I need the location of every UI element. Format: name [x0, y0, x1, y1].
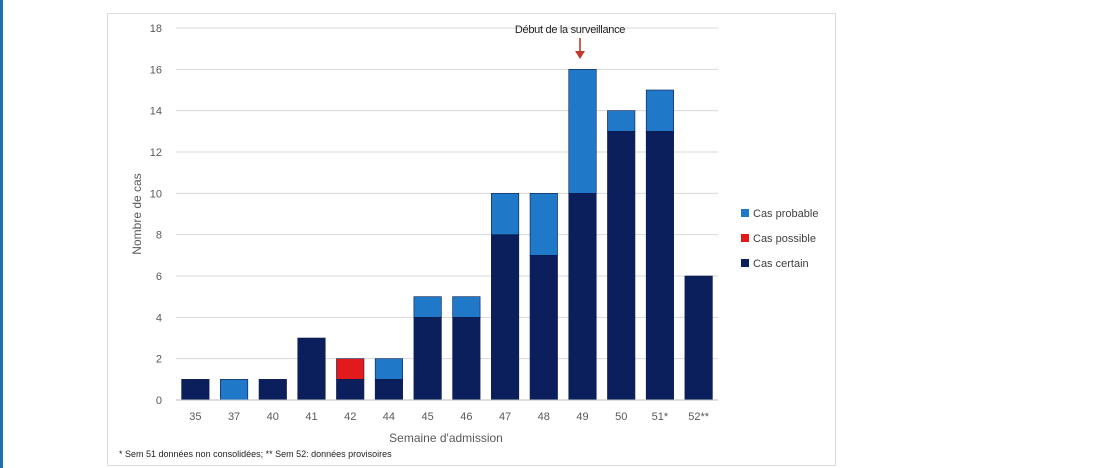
- x-tick-label: 46: [460, 411, 472, 423]
- y-tick-label: 4: [156, 312, 162, 324]
- annotation-text: Début de la surveillance: [515, 24, 625, 36]
- x-tick-label: 49: [576, 411, 588, 423]
- y-tick-label: 2: [156, 354, 162, 366]
- y-tick-label: 6: [156, 271, 162, 283]
- bar-cas-probable: [220, 379, 249, 401]
- bar-cas-certain: [258, 379, 287, 401]
- y-tick-label: 16: [150, 64, 162, 76]
- x-tick-label: 37: [228, 411, 240, 423]
- bar-cas-probable: [491, 193, 520, 235]
- bar-cas-probable: [452, 296, 481, 318]
- bar-cas-probable: [413, 296, 442, 318]
- bar-cas-probable: [568, 69, 597, 194]
- legend-swatch: [741, 234, 749, 242]
- bar-cas-certain: [529, 255, 558, 401]
- annotation-arrow: [575, 38, 585, 59]
- bar-cas-certain: [607, 131, 636, 401]
- footnote: * Sem 51 données non consolidées; ** Sem…: [119, 449, 392, 459]
- x-tick-label: 51*: [652, 411, 669, 423]
- bar-cas-probable: [374, 358, 403, 380]
- x-tick-label: 35: [189, 411, 201, 423]
- x-tick-label: 47: [499, 411, 511, 423]
- x-tick-label: 42: [344, 411, 356, 423]
- x-tick-label: 45: [422, 411, 434, 423]
- x-axis-title: Semaine d'admission: [389, 431, 503, 445]
- bar-cas-certain: [568, 193, 597, 401]
- legend-swatch: [741, 259, 749, 267]
- y-tick-label: 0: [156, 395, 162, 407]
- bars: [181, 69, 713, 401]
- bar-cas-certain: [491, 234, 520, 401]
- y-tick-label: 14: [150, 106, 162, 118]
- bar-cas-certain: [181, 379, 210, 401]
- y-tick-label: 8: [156, 230, 162, 242]
- x-tick-label: 50: [615, 411, 627, 423]
- bar-cas-probable: [529, 193, 558, 256]
- y-tick-label: 12: [150, 147, 162, 159]
- bar-cas-certain: [374, 379, 403, 401]
- legend: Cas probable Cas possible Cas certain: [741, 208, 818, 270]
- bar-cas-certain: [336, 379, 365, 401]
- legend-label: Cas certain: [753, 258, 809, 270]
- y-axis-title: Nombre de cas: [130, 173, 144, 254]
- bar-cas-probable: [645, 89, 674, 132]
- x-tick-label: 40: [267, 411, 279, 423]
- bar-cas-certain: [645, 131, 674, 401]
- bar-cas-certain: [413, 317, 442, 401]
- bar-cas-certain: [297, 337, 326, 401]
- legend-swatch: [741, 209, 749, 217]
- bar-cas-certain: [452, 317, 481, 401]
- y-tick-label: 18: [150, 23, 162, 35]
- bar-cas-possible: [336, 358, 365, 380]
- bar-cas-certain: [684, 275, 713, 401]
- window-edge: [0, 0, 3, 468]
- x-tick-labels: 35 37 40 41 42 44 45 46 47 48 49 50 51* 52**: [189, 411, 710, 423]
- y-tick-labels: 0 2 4 6 8 10 12 14 16 18: [150, 23, 162, 407]
- legend-label: Cas possible: [753, 233, 816, 245]
- y-tick-label: 10: [150, 188, 162, 200]
- gridlines: [176, 27, 718, 360]
- x-tick-label: 52**: [688, 411, 710, 423]
- x-tick-label: 41: [305, 411, 317, 423]
- x-tick-label: 44: [383, 411, 395, 423]
- legend-label: Cas probable: [753, 208, 818, 220]
- x-tick-label: 48: [538, 411, 550, 423]
- bar-cas-probable: [607, 110, 636, 132]
